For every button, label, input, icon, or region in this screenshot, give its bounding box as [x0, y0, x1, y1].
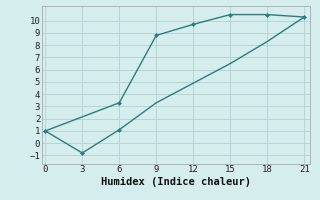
X-axis label: Humidex (Indice chaleur): Humidex (Indice chaleur)	[101, 177, 251, 187]
